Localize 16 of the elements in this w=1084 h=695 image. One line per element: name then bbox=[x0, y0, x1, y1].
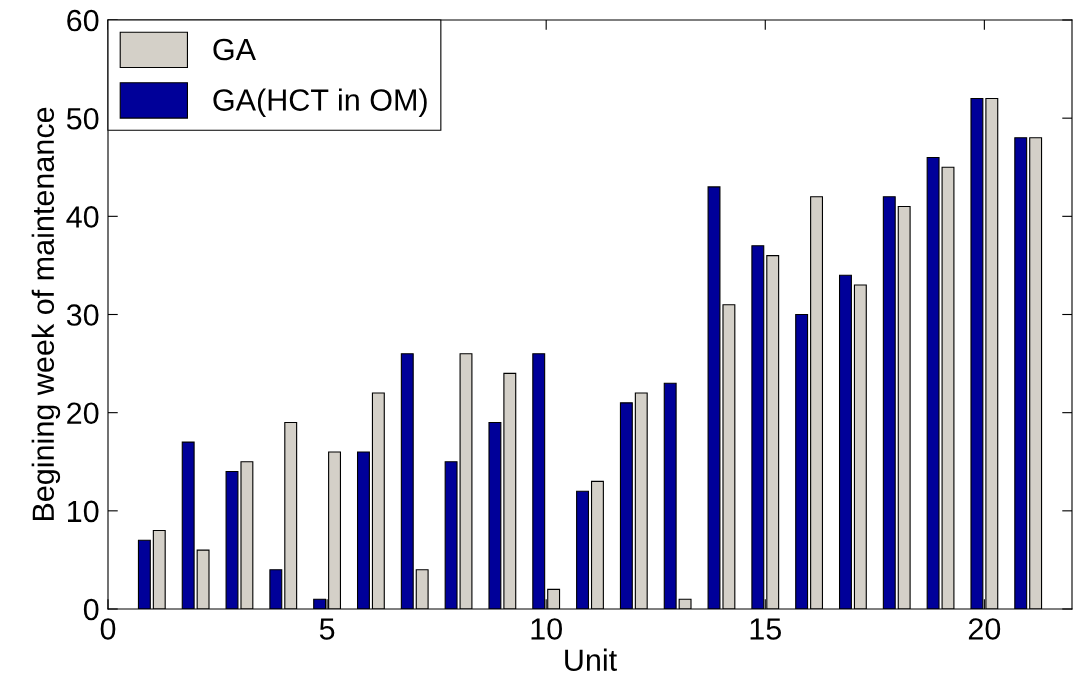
x-axis-title: Unit bbox=[565, 648, 617, 672]
y-tick-label: 40 bbox=[66, 206, 99, 228]
x-tick-label: 5 bbox=[319, 618, 335, 640]
legend-label: GA bbox=[213, 38, 256, 61]
y-axis-title: Begining week of maintenance bbox=[31, 107, 61, 521]
x-tick-label: 0 bbox=[100, 618, 116, 640]
legend-label: GA(HCT in OM) bbox=[213, 88, 427, 117]
y-tick-label: 0 bbox=[83, 598, 99, 621]
y-tick-label: 20 bbox=[67, 402, 99, 425]
y-tick-label: 60 bbox=[67, 9, 99, 32]
x-tick-label: 15 bbox=[750, 618, 781, 640]
x-tick-label: 20 bbox=[968, 618, 1001, 640]
y-tick-label: 30 bbox=[66, 304, 99, 326]
y-tick-label: 10 bbox=[68, 500, 99, 523]
y-tick-label: 50 bbox=[66, 107, 99, 130]
x-tick-label: 10 bbox=[531, 618, 562, 640]
